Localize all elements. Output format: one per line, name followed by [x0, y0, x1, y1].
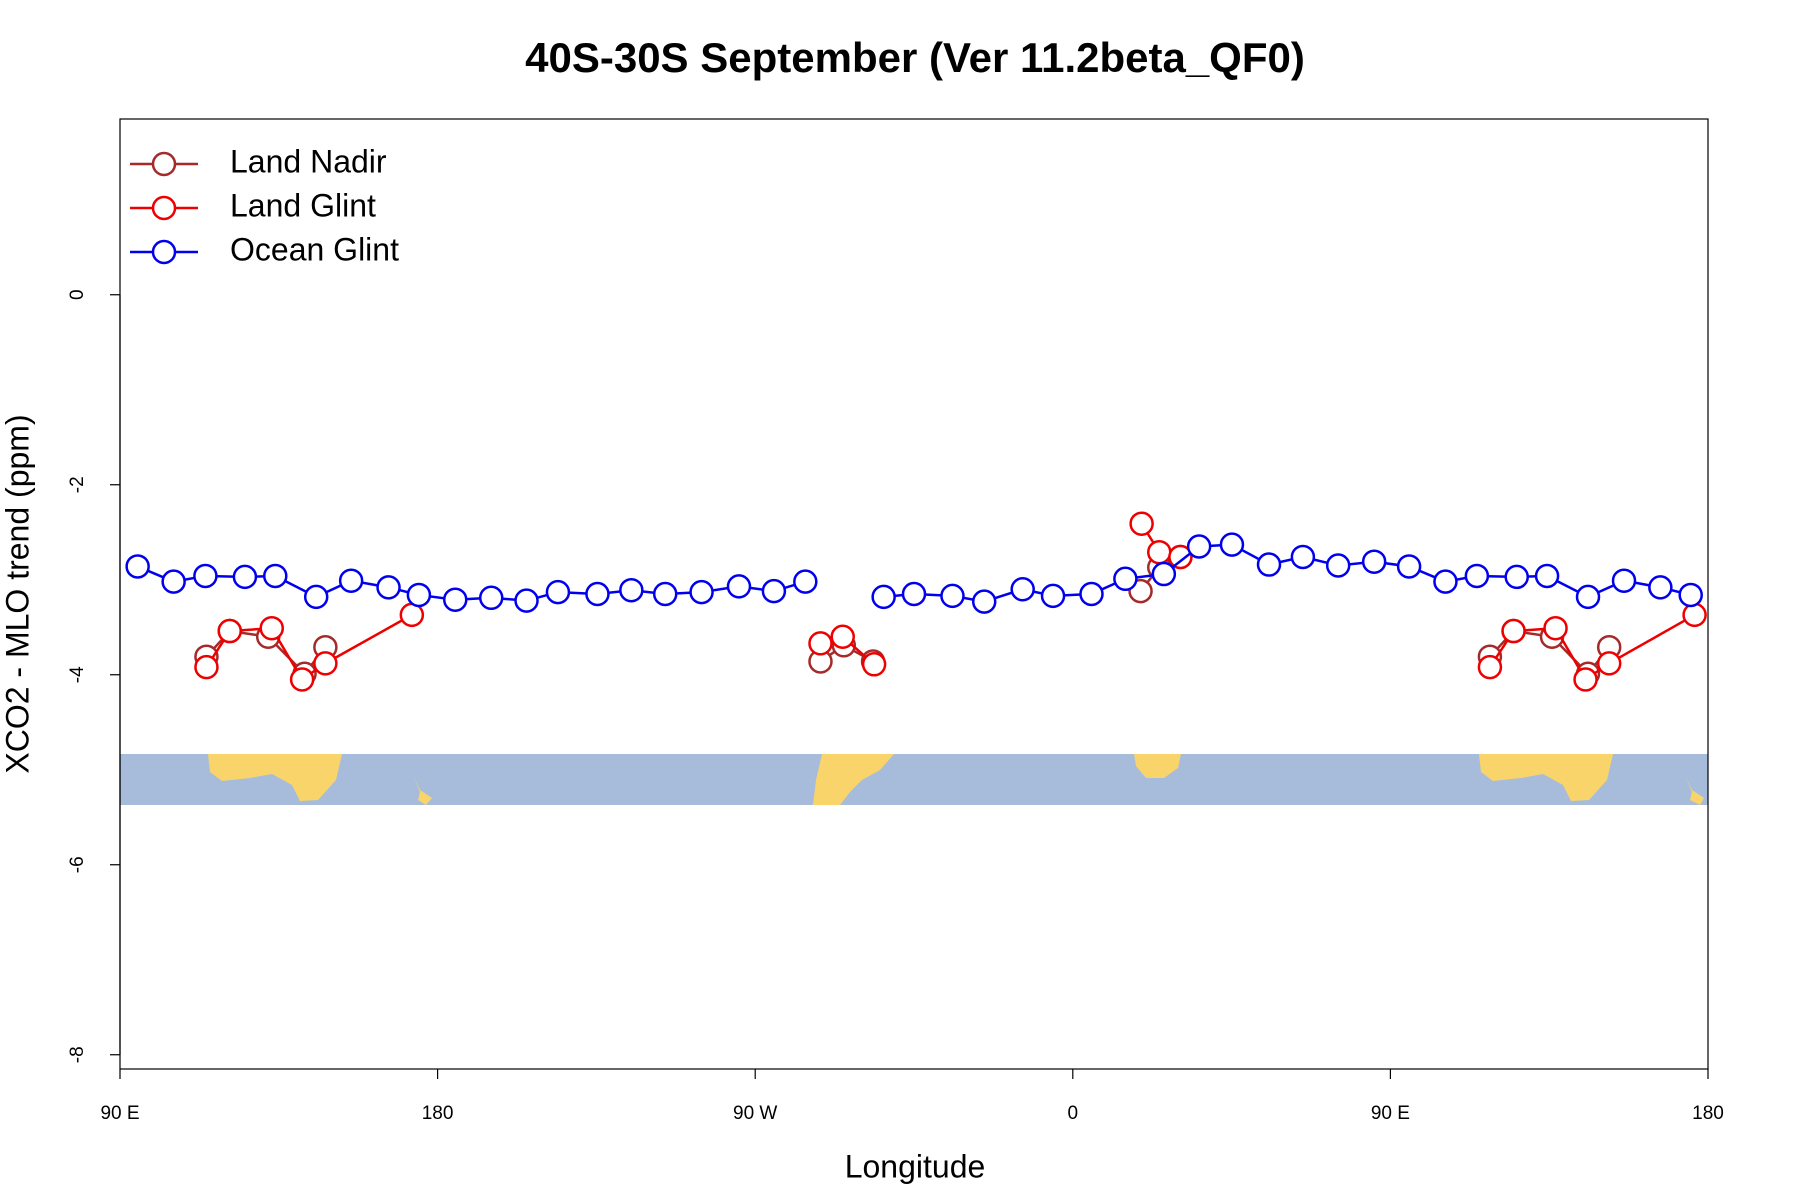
- data-point: [1151, 561, 1177, 587]
- data-point: [971, 589, 997, 614]
- data-point: [313, 651, 338, 676]
- data-point: [1543, 615, 1568, 641]
- data-point: [830, 624, 855, 649]
- x-tick-label: 90 E: [100, 1103, 139, 1124]
- data-point: [514, 588, 539, 613]
- data-point: [1433, 569, 1458, 594]
- data-point: [289, 667, 315, 692]
- data-point: [901, 581, 927, 607]
- data-point: [1534, 563, 1560, 589]
- data-point: [1682, 602, 1707, 628]
- data-point: [871, 584, 896, 610]
- data-point: [619, 577, 644, 603]
- data-point: [761, 578, 787, 604]
- data-point: [1168, 544, 1193, 570]
- x-tick-label: 180: [1692, 1103, 1724, 1124]
- legend-marker: [151, 239, 177, 265]
- data-point: [808, 631, 833, 656]
- y-tick-label: -4: [67, 666, 88, 683]
- legend-marker: [151, 151, 177, 177]
- data-point: [861, 652, 887, 677]
- data-point: [338, 568, 364, 593]
- data-point: [940, 583, 965, 609]
- land: [208, 754, 342, 801]
- data-point: [1129, 511, 1154, 536]
- data-point: [689, 579, 714, 605]
- data-point: [1504, 564, 1529, 590]
- y-tick-label: -6: [67, 856, 88, 873]
- data-point: [652, 581, 678, 607]
- data-point: [1256, 552, 1282, 577]
- land: [1686, 778, 1704, 805]
- data-point: [1648, 575, 1673, 600]
- data-point: [1219, 532, 1245, 557]
- data-point: [1290, 544, 1316, 570]
- chart-title: 40S-30S September (Ver 11.2beta_QF0): [525, 34, 1305, 81]
- data-point: [161, 569, 186, 594]
- data-point: [1573, 667, 1598, 692]
- y-axis-title: XCO2 - MLO trend (ppm): [0, 414, 35, 773]
- data-point: [1079, 581, 1104, 607]
- x-tick-label: 0: [1068, 1103, 1079, 1124]
- data-point: [1477, 654, 1503, 680]
- data-point: [793, 569, 818, 594]
- data-point: [232, 564, 258, 590]
- data-point: [1147, 539, 1172, 565]
- x-tick-label: 90 E: [1371, 1103, 1410, 1124]
- legend-label: Land Nadir: [230, 143, 387, 179]
- legend-marker: [151, 195, 177, 221]
- data-point: [545, 579, 571, 605]
- x-axis-title: Longitude: [845, 1148, 986, 1184]
- data-point: [1396, 554, 1422, 579]
- data-point: [1113, 566, 1138, 592]
- data-point: [1678, 582, 1703, 608]
- data-point: [1611, 568, 1637, 593]
- data-point: [726, 574, 752, 599]
- map-strip: [120, 754, 1708, 805]
- land: [1479, 754, 1613, 801]
- data-point: [217, 618, 242, 644]
- data-point: [1464, 563, 1490, 589]
- data-point: [1575, 584, 1601, 610]
- land: [813, 754, 894, 805]
- data-point: [194, 654, 219, 680]
- data-point: [263, 563, 288, 589]
- data-point: [259, 615, 284, 641]
- data-point: [406, 582, 432, 608]
- data-point: [1501, 618, 1526, 644]
- x-tick-label: 90 W: [733, 1103, 777, 1124]
- data-point: [1325, 553, 1351, 578]
- data-point: [125, 554, 150, 579]
- data-point: [399, 602, 425, 628]
- data-point: [1186, 534, 1212, 559]
- ocean-band: [120, 754, 1708, 805]
- data-point: [193, 563, 218, 589]
- data-point: [478, 585, 504, 611]
- x-tick-label: 180: [422, 1103, 454, 1124]
- data-point: [1361, 549, 1387, 574]
- land: [414, 778, 432, 805]
- data-point: [303, 584, 329, 610]
- data-point: [376, 575, 401, 600]
- data-point: [442, 587, 468, 612]
- y-tick-label: 0: [67, 289, 88, 300]
- data-point: [1040, 583, 1066, 609]
- legend-label: Land Glint: [230, 187, 376, 223]
- y-tick-label: -8: [67, 1046, 88, 1063]
- legend-label: Ocean Glint: [230, 231, 399, 267]
- data-point: [1596, 651, 1622, 676]
- data-point: [1010, 577, 1035, 602]
- data-point: [585, 581, 610, 607]
- land: [1134, 754, 1181, 778]
- y-tick-label: -2: [67, 476, 88, 493]
